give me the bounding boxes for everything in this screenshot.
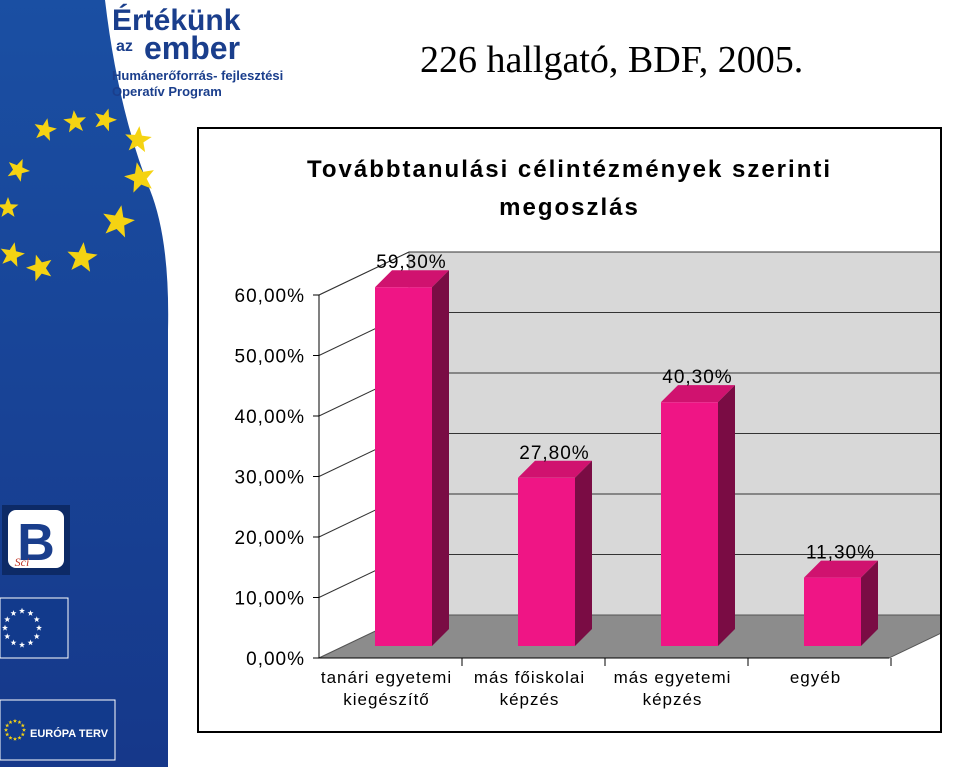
eu-stars	[0, 108, 154, 282]
bar-value-label: 27,80%	[519, 443, 589, 464]
bar-front	[375, 287, 432, 646]
logo-line-1: Értékünk	[112, 4, 241, 37]
y-tick-label: 40,00%	[235, 407, 305, 428]
bar-value-label: 40,30%	[662, 367, 732, 388]
x-category-label: egyéb	[790, 668, 841, 687]
europa-terv-star	[21, 727, 27, 732]
eu-star	[34, 118, 57, 141]
eu-star	[26, 254, 52, 282]
bar	[661, 385, 735, 646]
europa-terv-star	[12, 736, 18, 741]
bar-side	[575, 460, 592, 646]
eu-star	[67, 242, 98, 272]
x-category-label: tanári egyetemi	[321, 668, 452, 687]
chart-title: Továbbtanulási célintézmények szerinti m…	[199, 151, 940, 227]
europa-terv-label: EURÓPA TERV	[30, 727, 109, 740]
x-category-label: kiegészítő	[343, 690, 430, 709]
europa-terv-logo: EURÓPA TERV	[0, 699, 116, 761]
y-tick-label: 50,00%	[235, 347, 305, 368]
eu-star	[0, 197, 19, 217]
bar-front	[661, 402, 718, 646]
eu-flag-star	[19, 641, 25, 648]
europa-terv-star	[20, 723, 25, 728]
europa-terv-star	[20, 732, 25, 737]
bar-front	[518, 477, 575, 646]
europa-terv-stars	[3, 718, 27, 741]
eu-star	[124, 162, 154, 193]
hefop-logo: Értékünk az ember Humánerőforrás- fejles…	[112, 4, 322, 104]
eu-flag-star	[2, 624, 8, 631]
slide-title: 226 hallgató, BDF, 2005.	[420, 39, 804, 81]
chart-title-line-1: Továbbtanulási célintézmények szerinti	[306, 156, 833, 183]
y-tick-label: 20,00%	[235, 528, 305, 549]
eu-flag-star	[10, 610, 17, 616]
y-tick-label: 30,00%	[235, 468, 305, 489]
eu-star	[103, 205, 135, 238]
bar-top	[518, 460, 592, 478]
bsci-logo: B Sci	[2, 505, 70, 575]
gridline-side	[318, 251, 410, 296]
bar-side	[718, 385, 735, 646]
eu-flag-star	[36, 624, 42, 631]
bar-value-label: 59,30%	[376, 252, 446, 273]
eu-sidebar: B Sci EURÓPA TERV	[0, 0, 169, 767]
eu-flag-star	[4, 616, 11, 623]
bar-value-label: 11,30%	[806, 543, 875, 564]
bar	[375, 270, 449, 646]
europa-terv-star	[17, 735, 22, 740]
x-category-label: más főiskolai	[474, 668, 585, 687]
x-category-label: más egyetemi	[614, 668, 732, 687]
logo-line-2a: az	[116, 38, 133, 55]
eu-star	[125, 126, 152, 153]
eu-flag-star	[19, 607, 25, 614]
europa-terv-star	[8, 735, 13, 740]
europa-terv-star	[8, 720, 13, 724]
y-tick-label: 10,00%	[235, 589, 305, 610]
bar-top	[661, 385, 735, 403]
x-category-label: képzés	[500, 690, 560, 709]
eu-star	[0, 242, 25, 267]
europa-terv-star	[3, 727, 9, 732]
europa-terv-star	[17, 720, 22, 724]
x-category-label: képzés	[643, 690, 703, 709]
eu-star	[95, 108, 117, 132]
eu-star	[63, 110, 86, 133]
bar-side	[432, 270, 449, 646]
sidebar-blue-panel	[0, 0, 169, 767]
eu-flag-star	[10, 639, 17, 646]
europa-terv-star	[5, 723, 10, 728]
chart-frame: Továbbtanulási célintézmények szerinti m…	[197, 127, 942, 733]
europa-terv-star	[12, 718, 18, 723]
europa-terv-star	[5, 732, 10, 737]
y-tick-label: 60,00%	[235, 286, 305, 307]
logo-line-4: Operatív Program	[112, 84, 222, 99]
eu-flag-star	[33, 616, 40, 623]
bar-front	[804, 577, 861, 646]
bar-chart: 0,00% 10,00% 20,00% 30,00% 40,00% 50,00% 60,00…	[235, 251, 940, 709]
eu-flag-star	[33, 633, 40, 640]
eu-flag-star	[4, 633, 11, 640]
eu-star	[7, 158, 30, 182]
bar	[518, 460, 592, 646]
eu-flag-stars	[2, 607, 42, 648]
y-tick-label: 0,00%	[246, 649, 305, 670]
bsci-logo-letter: B	[17, 514, 55, 572]
chart-title-line-2: megoszlás	[499, 194, 640, 221]
bar-side	[861, 560, 878, 646]
eu-flag-star	[27, 610, 34, 616]
eu-flag-star	[27, 639, 34, 646]
logo-line-2b: ember	[144, 30, 241, 66]
bar-top	[375, 270, 449, 288]
bsci-logo-sub: Sci	[15, 555, 30, 569]
bar-top	[804, 560, 878, 578]
eu-flag-small	[0, 597, 69, 659]
logo-line-3: Humánerőforrás- fejlesztési	[112, 68, 284, 83]
bar	[804, 560, 878, 646]
